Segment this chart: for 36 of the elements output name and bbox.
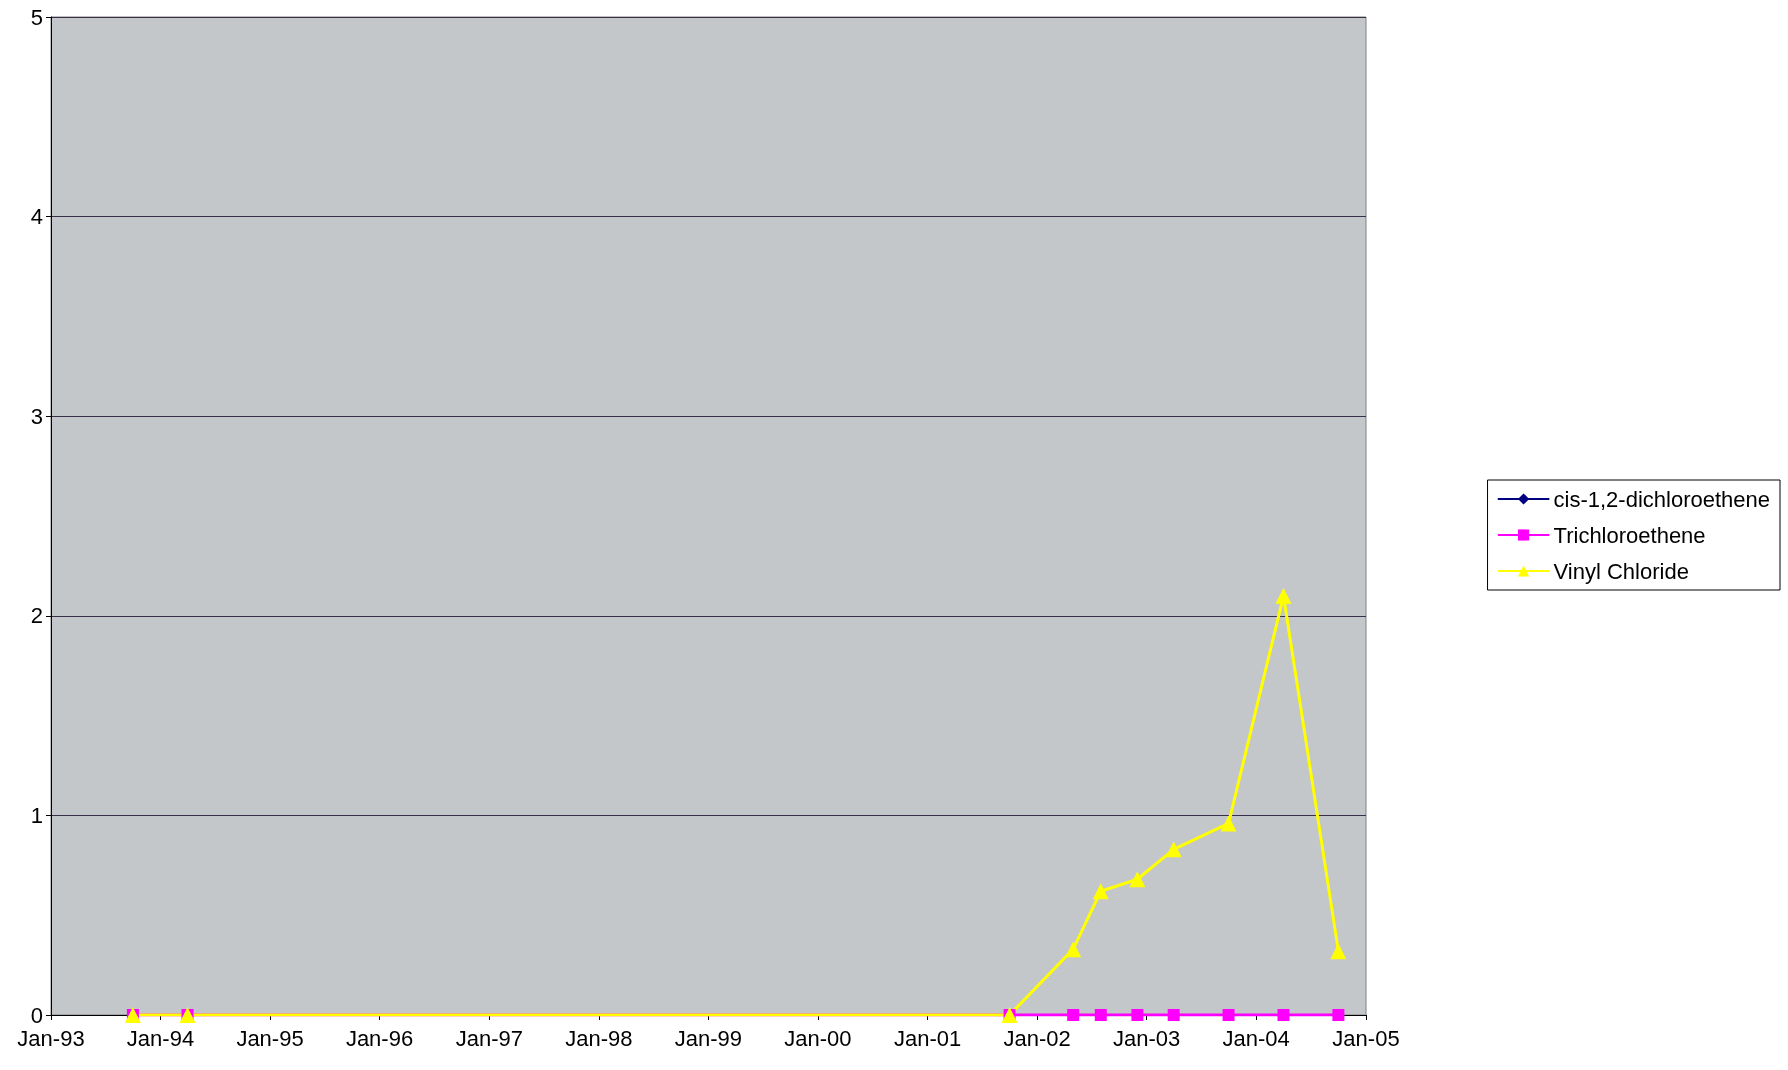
point: [1094, 1009, 1107, 1021]
legend-label: Vinyl Chloride: [1553, 558, 1689, 584]
point: [1065, 941, 1082, 958]
point: [1222, 1009, 1235, 1021]
point: [1129, 871, 1146, 888]
x-tick-label: Jan-93: [17, 1025, 85, 1051]
legend-label: cis-1,2-dichloroethene: [1553, 486, 1771, 512]
legend-label: Trichloroethene: [1553, 522, 1706, 548]
point: [1067, 1009, 1080, 1021]
x-tick-label: Jan-97: [455, 1025, 523, 1051]
x-tick-label: Jan-94: [126, 1025, 195, 1051]
y-tick-label: 0: [30, 1002, 43, 1028]
point: [1275, 587, 1292, 604]
x-tick-label: Jan-99: [674, 1025, 742, 1051]
point: [1330, 943, 1347, 960]
y-tick-label: 1: [30, 802, 43, 828]
x-tick-label: Jan-04: [1222, 1025, 1290, 1051]
x-tick-label: Jan-01: [894, 1025, 962, 1051]
x-tick-label: Jan-96: [345, 1025, 414, 1051]
point: [1277, 1009, 1290, 1021]
y-tick-label: 4: [30, 204, 43, 230]
x-tick-label: Jan-03: [1113, 1025, 1181, 1051]
point: [1092, 883, 1109, 900]
y-tick-label: 3: [30, 403, 43, 429]
point: [1167, 1009, 1180, 1021]
y-tick-label: 5: [30, 4, 43, 30]
y-tick-label: 2: [30, 603, 43, 629]
x-tick-label: Jan-05: [1332, 1025, 1400, 1051]
point: [1131, 1009, 1144, 1021]
point: [1332, 1009, 1345, 1021]
point: [1165, 841, 1182, 858]
x-tick-label: Jan-95: [236, 1025, 304, 1051]
x-tick-label: Jan-02: [1003, 1025, 1071, 1051]
point: [1220, 815, 1237, 832]
x-tick-label: Jan-00: [784, 1025, 852, 1051]
x-tick-label: Jan-98: [565, 1025, 633, 1051]
